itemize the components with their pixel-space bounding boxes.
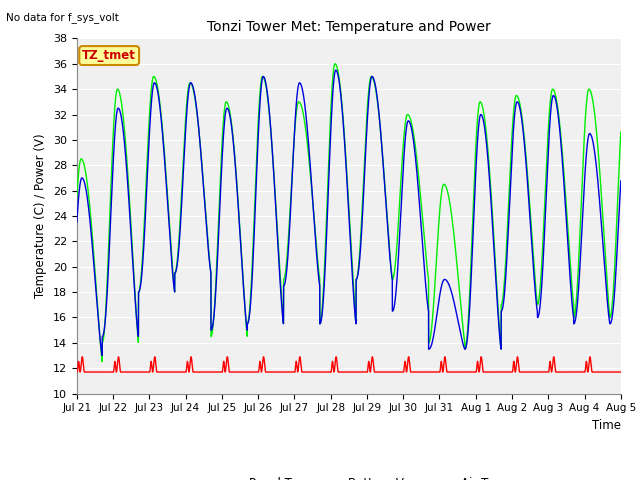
- Text: No data for f_sys_volt: No data for f_sys_volt: [6, 12, 119, 23]
- Text: TZ_tmet: TZ_tmet: [82, 49, 136, 62]
- Y-axis label: Temperature (C) / Power (V): Temperature (C) / Power (V): [35, 134, 47, 298]
- Legend: Panel T, Battery V, Air T: Panel T, Battery V, Air T: [205, 472, 493, 480]
- Title: Tonzi Tower Met: Temperature and Power: Tonzi Tower Met: Temperature and Power: [207, 21, 491, 35]
- X-axis label: Time: Time: [592, 419, 621, 432]
